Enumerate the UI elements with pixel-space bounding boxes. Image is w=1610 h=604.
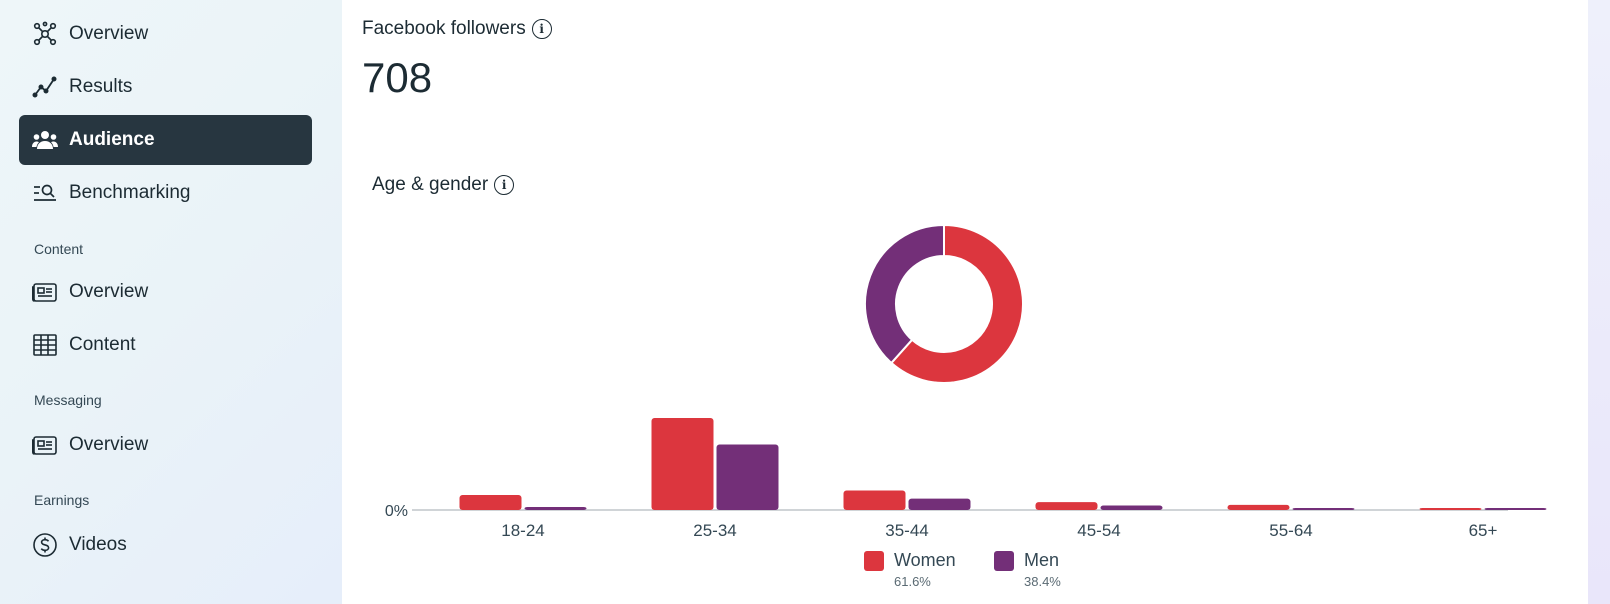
sidebar-item-videos[interactable]: Videos (19, 520, 312, 570)
sidebar-item-results[interactable]: Results (19, 62, 312, 112)
bar-men-35-44[interactable] (908, 498, 971, 510)
men-swatch (994, 550, 1014, 571)
bar-women-35-44[interactable] (843, 490, 906, 510)
age-gender-header: Age & gender i (372, 174, 515, 196)
network-icon (31, 20, 59, 48)
bar-men-65+[interactable] (1484, 508, 1547, 510)
sidebar-item-benchmarking[interactable]: Benchmarking (19, 168, 312, 218)
scrollbar-track[interactable] (1588, 0, 1610, 604)
y-tick-label: 0% (385, 503, 408, 520)
followers-count: 708 (362, 54, 433, 101)
bar-women-65+[interactable] (1419, 508, 1482, 510)
sidebar-item-label: Overview (69, 434, 149, 455)
sidebar-item-label: Audience (69, 129, 155, 150)
table-grid-icon (31, 331, 59, 359)
dollar-circle-icon (31, 531, 59, 559)
sidebar-item-messaging-overview[interactable]: Overview (19, 420, 312, 470)
trend-line-icon (31, 73, 59, 101)
sidebar-item-label: Overview (69, 281, 149, 302)
gender-donut-chart (864, 223, 1024, 384)
sidebar-item-audience[interactable]: Audience (19, 115, 312, 165)
search-list-icon (31, 179, 59, 207)
legend-percent-men: 38.4% (1024, 574, 1061, 589)
age-gender-title: Age & gender (372, 174, 489, 195)
x-tick-label: 18-24 (501, 521, 544, 540)
x-tick-label: 65+ (1469, 521, 1498, 540)
sidebar-item-content[interactable]: Content (19, 320, 312, 370)
section-label-earnings: Earnings (34, 492, 90, 508)
followers-header: Facebook followers i (362, 18, 552, 40)
sidebar-item-overview[interactable]: Overview (19, 9, 312, 59)
x-tick-label: 45-54 (1077, 521, 1120, 540)
bar-men-55-64[interactable] (1292, 508, 1355, 510)
sidebar-item-label: Content (69, 334, 136, 355)
info-icon[interactable]: i (494, 175, 515, 195)
news-feed-icon (31, 278, 59, 306)
legend-label-women: Women (894, 550, 956, 570)
donut-slice-women[interactable] (889, 223, 1024, 384)
x-tick-label: 25-34 (693, 521, 736, 540)
sidebar-item-label: Videos (69, 534, 127, 555)
sidebar-item-content-overview[interactable]: Overview (19, 267, 312, 317)
legend-percent-women: 61.6% (894, 574, 931, 589)
sidebar-item-label: Benchmarking (69, 182, 191, 203)
age-gender-bar-chart: 0% 18-24 25-34 35-44 45-54 55-64 65+ (385, 418, 1547, 540)
bar-women-45-54[interactable] (1035, 502, 1098, 510)
news-feed-icon (31, 431, 59, 459)
bar-men-25-34[interactable] (716, 444, 779, 510)
legend-label-men: Men (1024, 550, 1060, 570)
sidebar-item-label: Overview (69, 23, 149, 44)
sidebar-item-label: Results (69, 76, 133, 97)
bar-women-18-24[interactable] (459, 494, 522, 510)
x-tick-label: 35-44 (885, 521, 928, 540)
legend-item-men[interactable]: Men 38.4% (994, 550, 1061, 589)
donut-slice-men[interactable] (864, 223, 945, 365)
bar-women-25-34[interactable] (651, 418, 714, 510)
section-label-content: Content (34, 241, 84, 257)
main-panel: Facebook followers i 708 Age & gender i … (342, 0, 1588, 604)
bar-men-45-54[interactable] (1100, 505, 1163, 510)
section-label-messaging: Messaging (34, 392, 102, 408)
followers-title: Facebook followers (362, 18, 526, 39)
info-icon[interactable]: i (531, 19, 552, 39)
bar-men-18-24[interactable] (524, 506, 587, 510)
people-icon (31, 126, 59, 154)
legend-item-women[interactable]: Women 61.6% (864, 550, 956, 589)
bar-women-55-64[interactable] (1227, 504, 1290, 510)
women-swatch (864, 550, 884, 571)
sidebar: Overview Results Audience (0, 0, 342, 604)
x-tick-label: 55-64 (1269, 521, 1312, 540)
